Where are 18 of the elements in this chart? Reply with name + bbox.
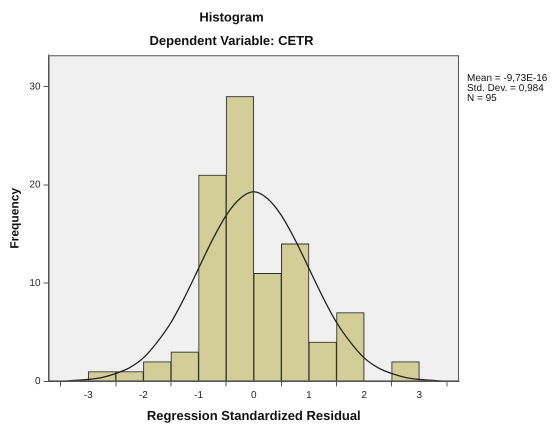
y-tick-label: 0 <box>34 376 41 388</box>
text: Std. Dev. = 0,984 <box>467 82 544 94</box>
text: N = 95 <box>467 92 498 104</box>
x-tick-label: -3 <box>84 390 94 402</box>
x-axis-title: Regression Standardized Residual <box>146 408 361 423</box>
x-tick-label: -1 <box>194 390 204 402</box>
x-tick-label: 1 <box>306 390 312 402</box>
x-tick-label: 2 <box>361 390 368 402</box>
y-tick-label: 20 <box>29 180 41 191</box>
x-tick-label: -2 <box>138 390 148 402</box>
text: Mean = -9,73E-16 <box>467 72 548 84</box>
y-tick-label: 30 <box>29 81 41 92</box>
y-tick-label: 10 <box>29 278 41 289</box>
x-tick-label: 3 <box>416 390 422 402</box>
chart-subtitle: Dependent Variable: CETR <box>150 32 314 48</box>
x-tick-label: 0 <box>250 390 257 402</box>
chart-title: Histogram <box>199 9 264 24</box>
y-axis-title: Frequency <box>8 188 22 249</box>
